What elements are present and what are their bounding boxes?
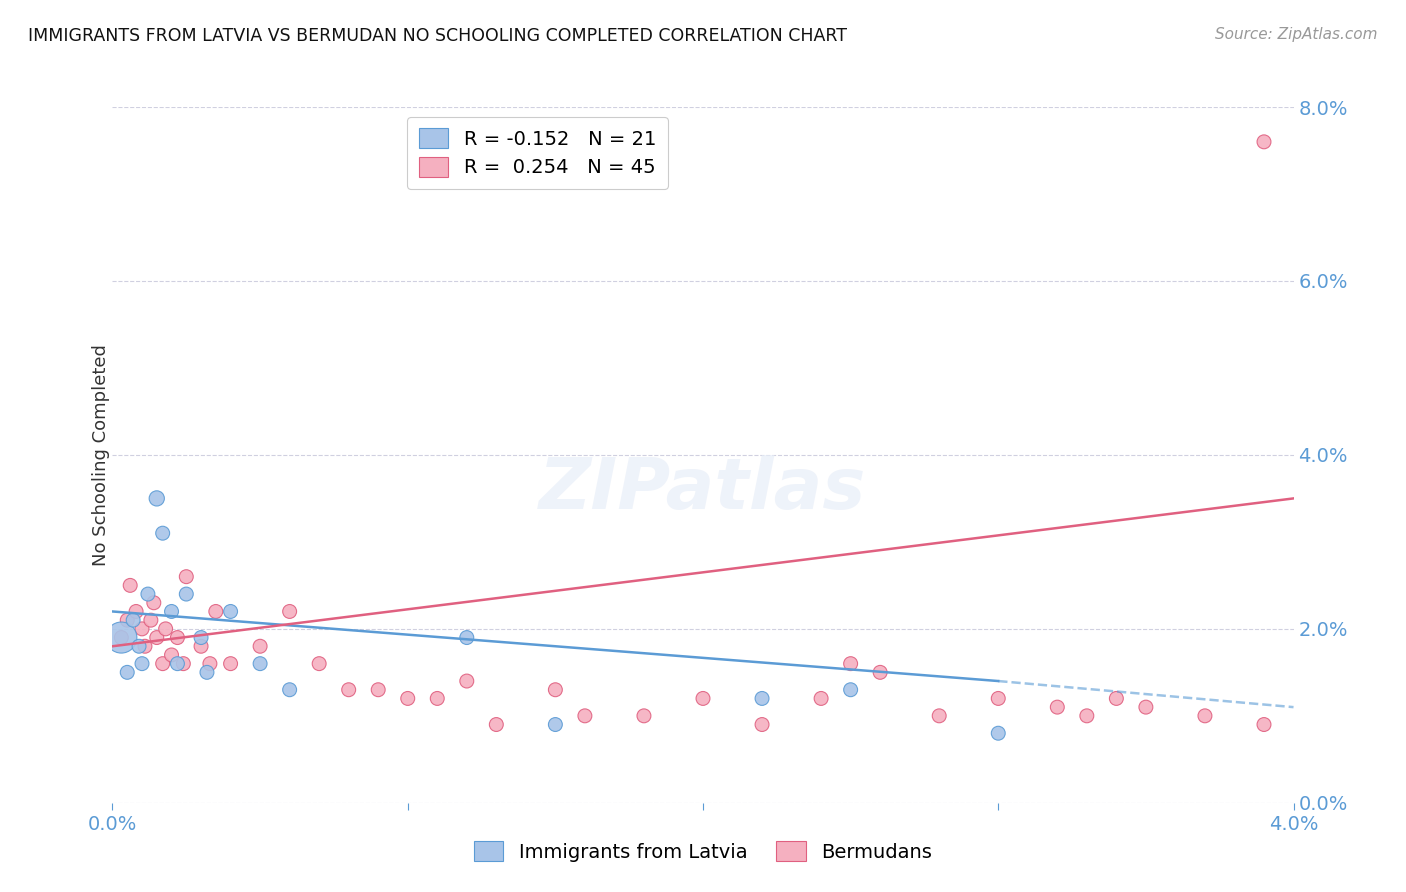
Point (249, 639, 271, 653)
Point (987, 726, 1010, 740)
Point (751, 717, 773, 731)
Point (1105, 691, 1128, 706)
Point (485, 717, 508, 731)
Point (131, 657, 153, 671)
Point (544, 682, 567, 697)
Point (337, 682, 360, 697)
Point (308, 657, 330, 671)
Point (110, 631, 132, 645)
Point (136, 587, 159, 601)
Point (219, 605, 242, 619)
Point (117, 665, 138, 680)
Point (190, 631, 212, 645)
Point (1046, 700, 1069, 714)
Point (633, 708, 655, 723)
Point (249, 657, 271, 671)
Point (1194, 708, 1216, 723)
Point (155, 622, 177, 636)
Point (456, 674, 478, 689)
Point (1253, 135, 1275, 149)
Point (195, 665, 218, 680)
Point (139, 613, 162, 627)
Text: IMMIGRANTS FROM LATVIA VS BERMUDAN NO SCHOOLING COMPLETED CORRELATION CHART: IMMIGRANTS FROM LATVIA VS BERMUDAN NO SC… (28, 27, 848, 45)
Point (117, 613, 138, 627)
Point (426, 691, 449, 706)
Point (367, 682, 389, 697)
Point (166, 631, 188, 645)
Point (928, 708, 950, 723)
Point (146, 491, 169, 506)
Point (810, 691, 832, 706)
Point (122, 613, 145, 627)
Point (205, 605, 228, 619)
Point (152, 657, 174, 671)
Point (142, 596, 165, 610)
Point (125, 605, 148, 619)
Point (219, 657, 242, 671)
Point (456, 631, 478, 645)
Point (120, 578, 142, 592)
Point (131, 622, 153, 636)
Text: ZIPatlas: ZIPatlas (540, 455, 866, 524)
Point (839, 682, 862, 697)
Point (987, 691, 1010, 706)
Point (146, 631, 169, 645)
Point (198, 657, 221, 671)
Point (174, 570, 197, 584)
Text: Source: ZipAtlas.com: Source: ZipAtlas.com (1215, 27, 1378, 42)
Point (172, 657, 194, 671)
Point (110, 631, 132, 645)
Point (839, 657, 862, 671)
Point (869, 665, 891, 680)
Point (152, 526, 174, 541)
Y-axis label: No Schooling Completed: No Schooling Completed (93, 344, 110, 566)
Point (692, 691, 714, 706)
Point (166, 657, 188, 671)
Point (574, 708, 596, 723)
Point (134, 639, 156, 653)
Legend: Immigrants from Latvia, Bermudans: Immigrants from Latvia, Bermudans (467, 833, 939, 870)
Point (160, 605, 183, 619)
Point (1076, 708, 1098, 723)
Point (544, 717, 567, 731)
Point (160, 648, 183, 662)
Point (1135, 700, 1157, 714)
Point (190, 639, 212, 653)
Point (128, 639, 150, 653)
Point (1253, 717, 1275, 731)
Point (396, 691, 419, 706)
Point (751, 691, 773, 706)
Point (278, 605, 301, 619)
Point (174, 587, 197, 601)
Point (278, 682, 301, 697)
